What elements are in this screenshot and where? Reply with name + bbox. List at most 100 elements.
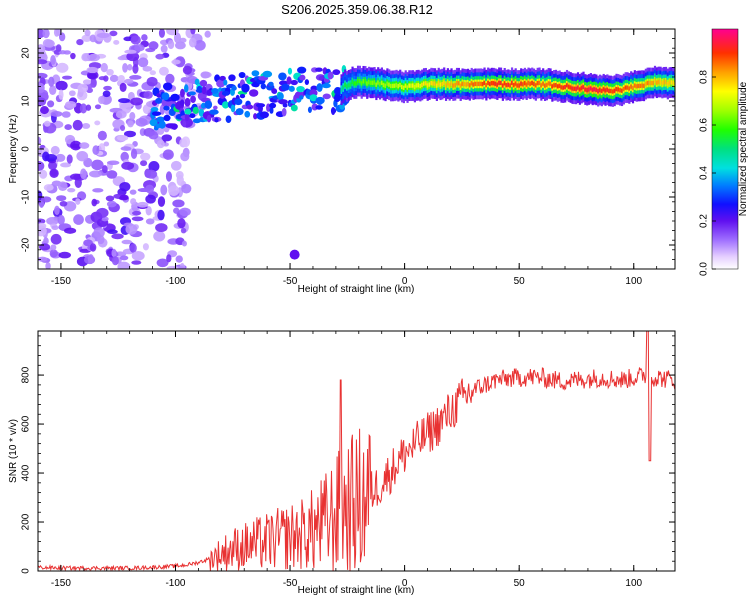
ridge-blob (194, 78, 200, 86)
ridge-cell (472, 82, 475, 87)
ridge-cell (670, 80, 673, 85)
noise-blob (177, 218, 186, 229)
ridge-cell (466, 81, 470, 87)
colorbar-tick-label: 0.6 (699, 118, 710, 132)
noise-blob (58, 251, 71, 259)
noise-blob (167, 40, 175, 50)
noise-blob (76, 38, 84, 46)
noise-blob (140, 152, 151, 161)
ridge-blob (241, 83, 250, 93)
ridge-blob (269, 107, 274, 114)
colorbar-tick-label: 0.0 (699, 262, 710, 276)
ridge-blob (180, 88, 185, 98)
ridge-cell (353, 81, 356, 86)
ridge-blob (209, 109, 219, 115)
noise-blob (92, 188, 104, 193)
ridge-blob (260, 83, 267, 90)
ridge-cell (661, 80, 664, 86)
ridge-cell (499, 80, 503, 86)
y-tick-label: 0 (21, 568, 32, 574)
ridge-cell (620, 88, 624, 93)
snr-ticks: -150 -100 -50 0 50 100 0 200 400 600 800 (21, 331, 675, 589)
ridge-blob (182, 120, 187, 128)
ridge-blob (315, 105, 323, 110)
noise-blob (120, 151, 129, 162)
noise-blob (111, 233, 124, 240)
ridge-blob (206, 89, 212, 96)
ridge-cell (567, 84, 570, 89)
snr-ylabel: SNR (10 * v/v) (8, 419, 19, 483)
noise-blob (91, 198, 98, 207)
ridge-cell (417, 83, 420, 88)
ridge-cell (503, 81, 506, 86)
noise-blob (130, 35, 141, 45)
noise-blob (86, 66, 99, 74)
ridge-blob (290, 79, 298, 86)
ridge-cell (613, 88, 616, 93)
ridge-blob (296, 85, 305, 93)
ridge-blob (299, 95, 304, 100)
noise-blob (149, 70, 156, 76)
ridge-cell (509, 83, 512, 88)
ridge-cell (457, 81, 460, 86)
noise-blob (107, 229, 118, 234)
ridge-cell (487, 80, 490, 86)
noise-blob (119, 194, 129, 200)
noise-blob (70, 140, 82, 151)
noise-blob (171, 59, 181, 65)
noise-blob (97, 130, 107, 141)
noise-blob (61, 111, 71, 118)
ridge-cell (371, 80, 374, 85)
noise-blob (157, 196, 166, 207)
x-tick-label: -150 (51, 276, 71, 287)
noise-blob (53, 29, 60, 37)
ridge-cell (586, 87, 589, 93)
noise-blob (111, 256, 119, 266)
snr-xlabel: Height of straight line (km) (298, 585, 415, 596)
noise-blob (38, 97, 47, 107)
ridge-blob (262, 70, 273, 78)
noise-blob (55, 44, 62, 52)
ridge-cell (523, 81, 526, 86)
ridge-blob (304, 79, 310, 85)
noise-blob (166, 254, 172, 263)
noise-blob (56, 195, 67, 202)
ridge-blob (179, 99, 185, 107)
noise-blob (106, 68, 114, 76)
ridge-cell (562, 85, 565, 90)
noise-blob (124, 49, 137, 54)
noise-blob (68, 90, 76, 97)
figure-title: S206.2025.359.06.38.R12 (281, 2, 433, 17)
noise-blob (194, 39, 206, 51)
ridge-cell (622, 86, 625, 92)
noise-blob (89, 170, 102, 178)
noise-blob (74, 177, 82, 189)
colorbar-ticks: 0.0 0.2 0.4 0.6 0.8 (699, 70, 716, 276)
ridge-cell (542, 81, 545, 86)
ridge-cell (608, 88, 611, 94)
noise-blob (50, 55, 56, 65)
ridge-cell (571, 86, 574, 91)
noise-blob (117, 261, 131, 269)
noise-blob (89, 34, 97, 43)
noise-blob (143, 91, 153, 99)
ridge-cell (668, 80, 671, 85)
noise-blob (204, 30, 211, 38)
noise-blob (54, 205, 60, 216)
ridge-cell (373, 80, 376, 85)
spectrogram-xlabel: Height of straight line (km) (298, 284, 415, 295)
ridge-cell (393, 83, 396, 88)
noise-blob (96, 32, 110, 38)
snr-series-line (38, 331, 675, 571)
ridge-cell (366, 81, 369, 86)
ridge-blob (231, 85, 237, 91)
ridge-blob (155, 97, 163, 104)
noise-blob (125, 223, 138, 235)
ridge-cell (516, 83, 519, 88)
x-tick-label: 100 (625, 276, 642, 287)
ridge-cell (641, 83, 644, 88)
ridge-cell (507, 82, 510, 87)
ridge-cell (408, 83, 411, 88)
noise-blob (190, 29, 196, 35)
ridge-cell (380, 80, 383, 85)
